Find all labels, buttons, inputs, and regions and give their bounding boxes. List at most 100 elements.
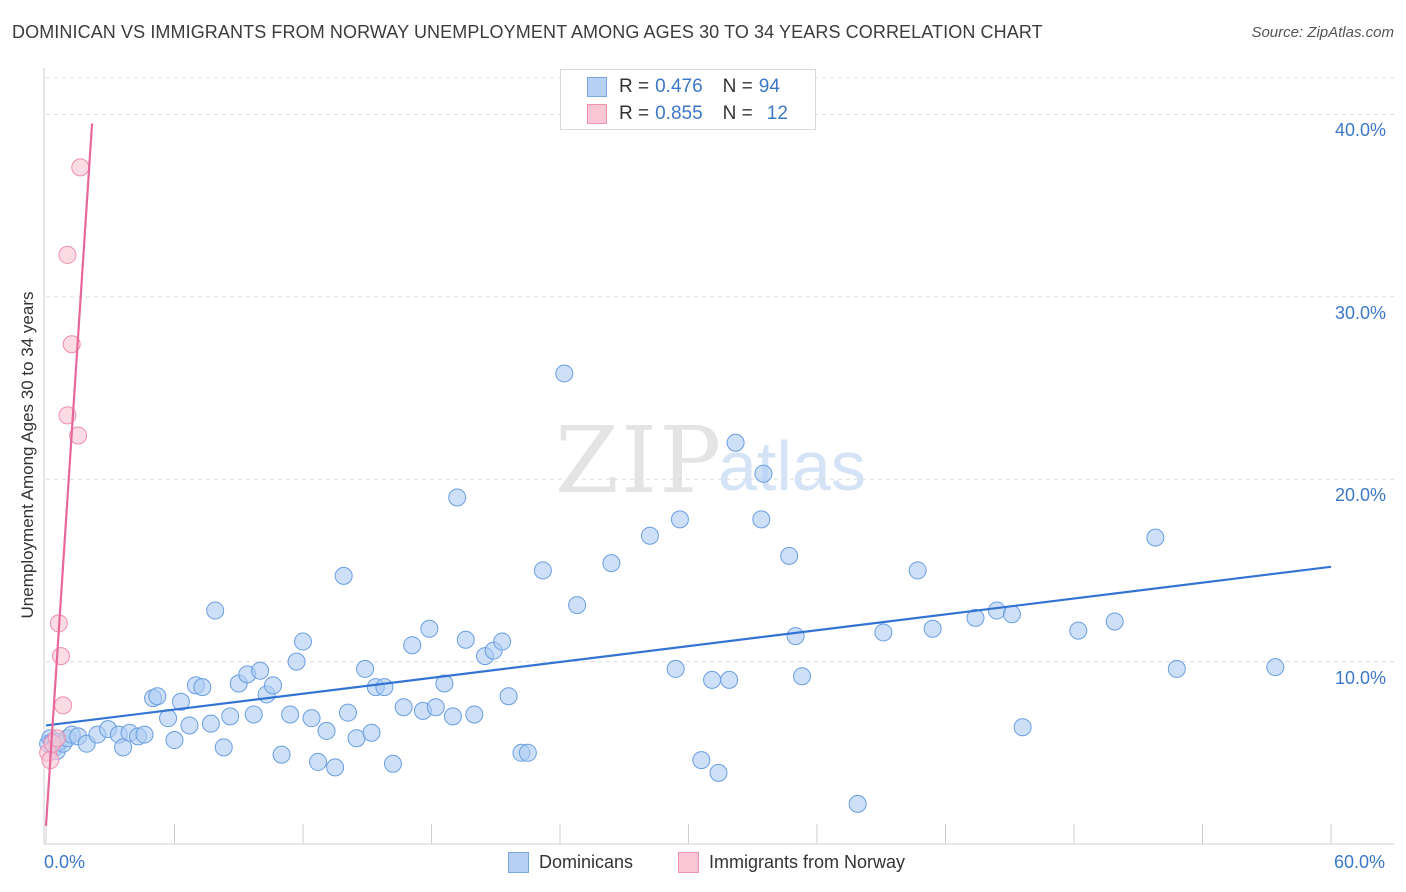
- point-dominicans: [362, 723, 381, 742]
- point-dominicans: [287, 652, 306, 671]
- legend-r-label: R =: [619, 103, 650, 124]
- legend-r-value: 0.476: [655, 76, 703, 97]
- y-tick-label: 20.0%: [1335, 485, 1387, 506]
- point-dominicans: [308, 752, 327, 771]
- point-dominicans: [1266, 658, 1285, 677]
- point-dominicans: [793, 667, 812, 686]
- point-dominicans: [493, 632, 512, 651]
- trend-line-dominicans: [45, 565, 1332, 727]
- point-dominicans: [703, 670, 722, 689]
- point-dominicans: [923, 619, 942, 638]
- legend-r-label: R =: [619, 76, 650, 97]
- point-dominicans: [752, 510, 771, 529]
- point-dominicans: [966, 608, 985, 627]
- point-dominicans: [670, 510, 689, 529]
- point-dominicans: [347, 729, 366, 748]
- point-dominicans: [221, 707, 240, 726]
- trend-line-norway: [44, 123, 94, 826]
- point-dominicans: [1105, 612, 1124, 631]
- point-dominicans: [165, 731, 184, 750]
- point-dominicans: [272, 745, 291, 764]
- trend-lines: [44, 123, 1332, 826]
- point-dominicans: [874, 623, 893, 642]
- point-dominicans: [456, 630, 475, 649]
- point-dominicans: [448, 488, 467, 507]
- point-dominicans: [201, 714, 220, 733]
- legend-swatch-dominicans: [587, 77, 607, 97]
- watermark-zip: ZIP: [555, 407, 723, 514]
- y-axis-label: Unemployment Among Ages 30 to 34 years: [18, 291, 37, 619]
- y-tick-label: 10.0%: [1335, 667, 1387, 688]
- point-dominicans: [383, 754, 402, 773]
- point-dominicans: [518, 743, 537, 762]
- point-dominicans: [1069, 621, 1088, 640]
- legend-swatch-norway: [587, 104, 607, 124]
- bottom-swatch-norway: [678, 852, 699, 873]
- legend-n-value: 94: [758, 76, 780, 97]
- legend-n-value: 12: [766, 103, 788, 124]
- point-dominicans: [533, 561, 552, 580]
- point-dominicans: [1013, 718, 1032, 737]
- point-norway: [58, 245, 77, 264]
- point-norway: [62, 335, 81, 354]
- point-dominicans: [692, 751, 711, 770]
- data-points: [39, 158, 1285, 813]
- x-tick-label-max: 60.0%: [1334, 852, 1386, 872]
- point-dominicans: [1002, 605, 1021, 624]
- point-dominicans: [499, 687, 518, 706]
- point-dominicans: [435, 674, 454, 693]
- bottom-legend-norway: Immigrants from Norway: [678, 852, 905, 873]
- point-dominicans: [214, 738, 233, 757]
- point-dominicans: [193, 678, 212, 697]
- point-dominicans: [709, 763, 728, 782]
- point-dominicans: [726, 433, 745, 452]
- point-dominicans: [206, 601, 225, 620]
- point-dominicans: [180, 716, 199, 735]
- bottom-legend-label-norway: Immigrants from Norway: [709, 852, 906, 872]
- correlation-legend: R = 0.476 N = 94 R = 0.855 N = 12: [560, 69, 816, 130]
- point-dominicans: [555, 364, 574, 383]
- point-dominicans: [281, 705, 300, 724]
- point-dominicans: [987, 601, 1006, 620]
- x-tick-label-min: 0.0%: [44, 852, 86, 872]
- point-dominicans: [244, 705, 263, 724]
- point-norway: [54, 696, 73, 715]
- bottom-legend-label-dominicans: Dominicans: [539, 852, 634, 872]
- point-dominicans: [403, 636, 422, 655]
- point-dominicans: [251, 661, 270, 680]
- point-dominicans: [148, 687, 167, 706]
- point-dominicans: [720, 670, 739, 689]
- point-dominicans: [294, 632, 312, 651]
- point-dominicans: [394, 698, 413, 717]
- source-label: Source: ZipAtlas.com: [1251, 24, 1394, 41]
- point-dominicans: [326, 758, 345, 777]
- legend-row-dominicans: R = 0.476 N = 94: [587, 75, 780, 99]
- point-norway: [51, 647, 70, 666]
- point-dominicans: [465, 705, 484, 724]
- point-dominicans: [317, 721, 336, 740]
- point-dominicans: [666, 659, 685, 678]
- point-norway: [69, 426, 88, 445]
- point-dominicans: [420, 619, 439, 638]
- point-dominicans: [602, 554, 621, 573]
- point-dominicans: [426, 698, 445, 717]
- point-dominicans: [171, 692, 190, 711]
- point-dominicans: [754, 464, 773, 483]
- bottom-legend-dominicans: Dominicans: [508, 852, 633, 873]
- point-dominicans: [1146, 528, 1165, 547]
- legend-row-norway: R = 0.855 N = 12: [587, 102, 788, 126]
- point-dominicans: [264, 676, 283, 695]
- watermark: ZIP atlas: [555, 407, 866, 514]
- point-norway: [71, 158, 90, 177]
- gridlines: [46, 77, 1394, 663]
- bottom-swatch-dominicans: [508, 852, 529, 873]
- point-dominicans: [1167, 659, 1186, 678]
- point-dominicans: [848, 794, 867, 813]
- point-dominicans: [375, 678, 394, 697]
- point-dominicans: [640, 526, 659, 545]
- point-dominicans: [135, 725, 154, 744]
- axes: [43, 68, 1394, 845]
- y-tick-label: 40.0%: [1335, 120, 1387, 141]
- point-dominicans: [334, 566, 353, 585]
